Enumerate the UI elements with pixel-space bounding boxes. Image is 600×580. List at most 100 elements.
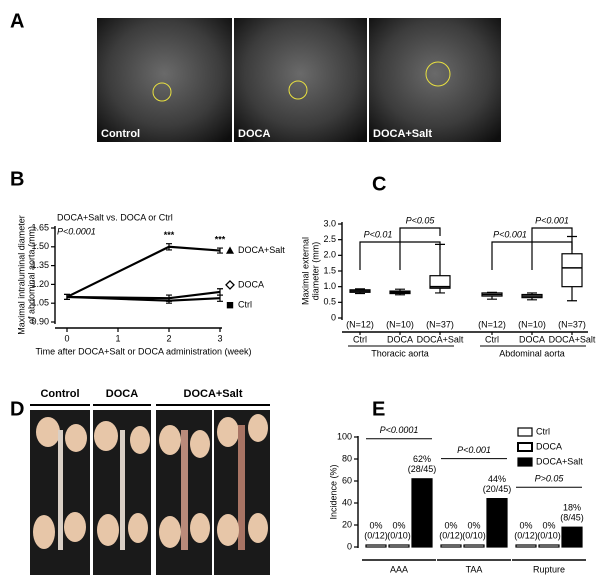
count-label: (20/45) <box>483 484 512 494</box>
p-value: P<0.001 <box>535 215 569 225</box>
value-label: 0% <box>467 520 480 530</box>
n-label: (N=10) <box>518 319 546 329</box>
box <box>429 275 451 289</box>
y-tick-label: 1.20 <box>31 279 49 289</box>
x-tick-label: DOCA+Salt <box>417 334 464 344</box>
y-axis-label: Incidence (%) <box>328 464 338 519</box>
panel-label: D <box>10 398 24 420</box>
x-tick-label: TAA <box>466 564 483 574</box>
organs <box>33 414 268 550</box>
x-tick-label: DOCA+Salt <box>549 334 596 344</box>
y-tick-label: 20 <box>342 519 352 529</box>
value-label: 0% <box>392 520 405 530</box>
error-bar <box>217 294 223 302</box>
y-tick-label: 40 <box>342 497 352 507</box>
measurement-circle <box>425 61 451 87</box>
bar <box>463 544 485 548</box>
x-tick-label: DOCA <box>519 334 545 344</box>
value-label: 18% <box>563 503 581 513</box>
p-value: P<0.01 <box>364 229 393 239</box>
group-label: Abdominal aorta <box>499 348 565 358</box>
series-line <box>66 245 221 298</box>
p-value: P<0.001 <box>493 229 527 239</box>
bar <box>515 544 537 548</box>
bar <box>411 478 433 548</box>
ultrasound-image <box>97 18 232 142</box>
photo-caption: Control <box>40 388 79 400</box>
legend-label: Ctrl <box>238 300 252 310</box>
value-label: 62% <box>413 454 431 464</box>
x-tick-label: AAA <box>390 564 408 574</box>
y-tick-label: 1.05 <box>31 298 49 308</box>
legend-label: DOCA <box>536 441 562 451</box>
panel-label: C <box>372 173 386 195</box>
x-tick-label: 3 <box>217 333 222 343</box>
y-tick-label: 3.0 <box>323 218 336 228</box>
y-tick-label: 1.50 <box>31 241 49 251</box>
significance: *** <box>164 230 175 240</box>
measurement-circle <box>152 82 172 102</box>
annotation: P<0.0001 <box>57 226 96 236</box>
y-tick-label: 80 <box>342 453 352 463</box>
count-label: (28/45) <box>408 464 437 474</box>
x-tick-label: 1 <box>115 333 120 343</box>
n-label: (N=37) <box>558 319 586 329</box>
n-label: (N=37) <box>426 319 454 329</box>
y-tick-label: 100 <box>337 431 352 441</box>
legend-label: DOCA+Salt <box>238 245 285 255</box>
value-label: 44% <box>488 474 506 484</box>
legend-swatch <box>517 427 533 437</box>
box <box>561 253 583 288</box>
error-bar <box>217 247 223 254</box>
x-tick-label: 0 <box>64 333 69 343</box>
y-tick-label: 60 <box>342 475 352 485</box>
p-value: P<0.001 <box>457 445 491 455</box>
whisker <box>395 288 405 296</box>
count-label: (0/12) <box>364 530 388 540</box>
y-tick-label: 1.35 <box>31 260 49 270</box>
x-tick-label: Rupture <box>533 564 565 574</box>
bar <box>365 544 387 548</box>
p-value: P<0.05 <box>406 215 436 225</box>
bar <box>561 526 583 548</box>
panel-label: E <box>372 398 385 420</box>
x-tick-label: Ctrl <box>485 334 499 344</box>
p-value: P>0.05 <box>535 474 565 484</box>
annotation: DOCA+Salt vs. DOCA or Ctrl <box>57 212 173 222</box>
count-label: (0/10) <box>387 530 411 540</box>
legend-swatch <box>517 442 533 452</box>
ultrasound-image <box>369 18 501 142</box>
y-axis-label: of abdominal aorta (mm) <box>26 226 36 324</box>
y-tick-label: 0 <box>331 312 336 322</box>
bar <box>486 498 508 548</box>
n-label: (N=12) <box>478 319 506 329</box>
photo-caption: DOCA+Salt <box>184 388 243 400</box>
error-bar <box>64 293 70 301</box>
whisker <box>435 243 445 294</box>
count-label: (0/12) <box>439 530 463 540</box>
legend-label: DOCA <box>238 279 264 289</box>
legend-marker <box>226 301 234 309</box>
p-value: P<0.0001 <box>380 425 419 435</box>
legend-marker <box>225 280 235 290</box>
comparison-bracket <box>399 227 441 270</box>
y-axis-label: Maximal external <box>300 237 310 305</box>
y-tick-label: 1.5 <box>323 265 336 275</box>
bar <box>388 544 410 548</box>
measurement-circle <box>288 80 308 100</box>
y-axis-label: Maximal intraluminal diameter <box>16 215 26 335</box>
y-tick-label: 2.0 <box>323 250 336 260</box>
value-label: 0% <box>369 520 382 530</box>
count-label: (0/10) <box>462 530 486 540</box>
n-label: (N=10) <box>386 319 414 329</box>
legend-marker <box>226 246 234 254</box>
ultrasound-image <box>234 18 367 142</box>
value-label: 0% <box>444 520 457 530</box>
y-tick-label: 0.90 <box>31 316 49 326</box>
aorta-photos <box>30 404 270 575</box>
count-label: (0/12) <box>514 530 538 540</box>
count-label: (8/45) <box>560 513 584 523</box>
legend-swatch <box>517 457 533 467</box>
y-axis-label: diameter (mm) <box>310 242 320 301</box>
